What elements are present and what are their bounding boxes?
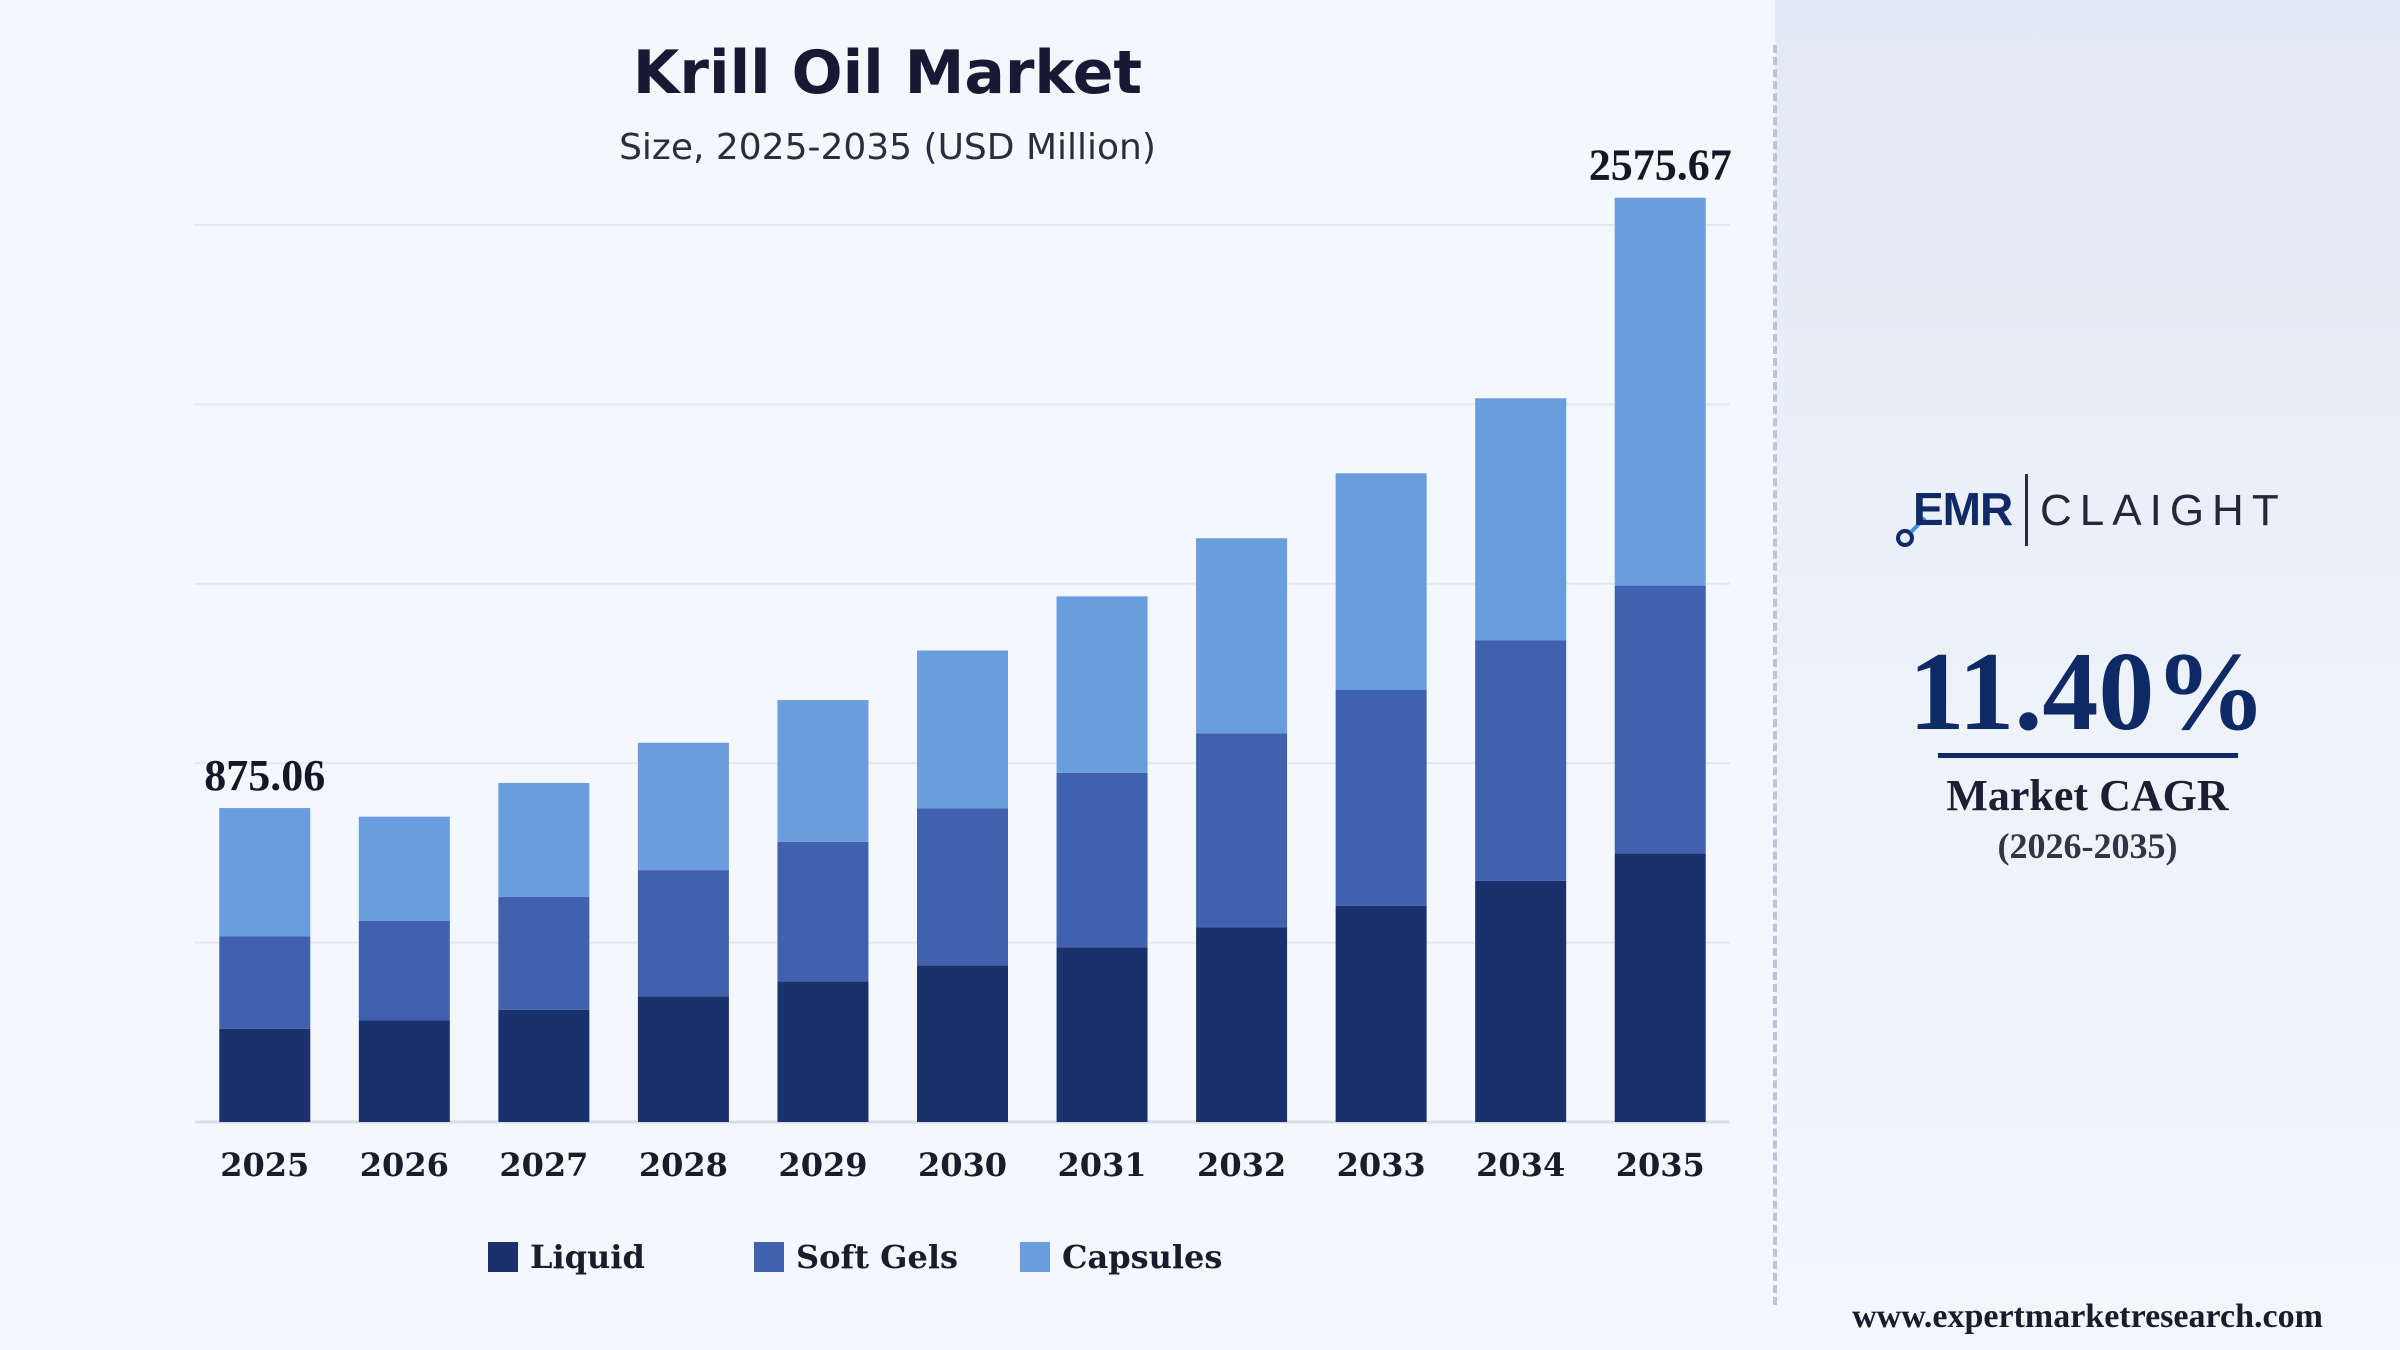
x-tick-label: 2026 (360, 1146, 449, 1184)
cagr-value: 11.40% (1908, 630, 2267, 754)
bar-segment-capsules (498, 782, 590, 898)
legend-swatch (1020, 1242, 1050, 1272)
legend-label: Soft Gels (796, 1238, 958, 1276)
legend-item-soft-gels: Soft Gels (754, 1238, 958, 1276)
bar-segment-soft-gels (1335, 689, 1427, 906)
cagr-underline (1938, 753, 2238, 758)
logo-separator (2025, 474, 2028, 546)
legend-swatch (488, 1242, 518, 1272)
bar-segment-liquid (1196, 927, 1288, 1122)
x-tick-label: 2031 (1058, 1146, 1147, 1184)
bar-segment-liquid (498, 1009, 590, 1122)
bar-segment-liquid (637, 996, 729, 1122)
bar-segment-soft-gels (1196, 733, 1288, 928)
bar-segment-liquid (777, 981, 869, 1122)
legend-swatch (754, 1242, 784, 1272)
bar-segment-capsules (917, 650, 1008, 809)
bar-segment-liquid (358, 1020, 450, 1122)
bar-segment-capsules (637, 742, 729, 871)
x-tick-label: 2025 (220, 1146, 309, 1184)
bar-segment-soft-gels (637, 870, 729, 997)
website-url: www.expertmarketresearch.com (1852, 1298, 2323, 1335)
chart-legend: Liquid Soft Gels Capsules (0, 1238, 1775, 1282)
x-tick-label: 2033 (1337, 1146, 1426, 1184)
panel-divider (1773, 45, 1777, 1305)
bar-segment-capsules (219, 808, 311, 937)
chart-title: Krill Oil Market (632, 38, 1143, 108)
bar-segment-soft-gels (917, 808, 1008, 966)
emr-claight-logo: EMR CLAIGHT (1895, 470, 2285, 550)
x-tick-label: 2034 (1476, 1146, 1565, 1184)
data-label: 2575.67 (1589, 141, 1732, 190)
x-tick-label: 2027 (499, 1146, 588, 1184)
bar-segment-liquid (1056, 947, 1148, 1122)
x-tick-label: 2035 (1616, 1146, 1705, 1184)
bar-segment-soft-gels (1475, 640, 1567, 881)
x-tick-label: 2029 (778, 1146, 867, 1184)
bar-segment-liquid (1475, 880, 1567, 1122)
cagr-label: Market CAGR (1946, 771, 2229, 820)
bar-segment-capsules (777, 700, 869, 842)
x-tick-label: 2032 (1197, 1146, 1286, 1184)
bar-segment-capsules (1335, 473, 1427, 690)
bar-segment-soft-gels (219, 936, 311, 1029)
data-label: 875.06 (204, 751, 325, 800)
bar-segment-liquid (917, 965, 1008, 1122)
stacked-bar-chart: 2025 2026 2027 2028 2029 2030 2031 2032 2033 2034… (195, 141, 1732, 1184)
bar-segment-capsules (1614, 197, 1706, 586)
bar-segment-liquid (1614, 853, 1706, 1122)
bar-segment-soft-gels (1056, 772, 1148, 948)
cagr-period: (2026-2035) (1997, 826, 2178, 866)
bar-segment-capsules (1475, 398, 1567, 641)
logo-mark-icon (1896, 516, 1927, 547)
bar-segment-capsules (358, 816, 450, 921)
legend-label: Capsules (1062, 1238, 1223, 1276)
x-tick-label: 2030 (918, 1146, 1007, 1184)
chart-subtitle: Size, 2025-2035 (USD Million) (619, 127, 1156, 168)
sidebar-panel (1775, 0, 2400, 1350)
bar-segment-capsules (1196, 538, 1288, 734)
x-tick-label: 2028 (639, 1146, 728, 1184)
logo-claight-text: CLAIGHT (2040, 486, 2287, 535)
bar-segment-soft-gels (1614, 585, 1706, 854)
bar-segment-soft-gels (498, 897, 590, 1010)
logo-emr-text: EMR (1913, 483, 2013, 535)
legend-item-liquid: Liquid (488, 1238, 645, 1276)
bar-segment-liquid (1335, 905, 1427, 1122)
legend-item-capsules: Capsules (1020, 1238, 1222, 1276)
bar-segment-soft-gels (358, 920, 450, 1021)
bar-segment-capsules (1056, 596, 1148, 773)
legend-label: Liquid (530, 1238, 645, 1276)
bar-segment-liquid (219, 1028, 311, 1122)
bar-segment-soft-gels (777, 841, 869, 982)
